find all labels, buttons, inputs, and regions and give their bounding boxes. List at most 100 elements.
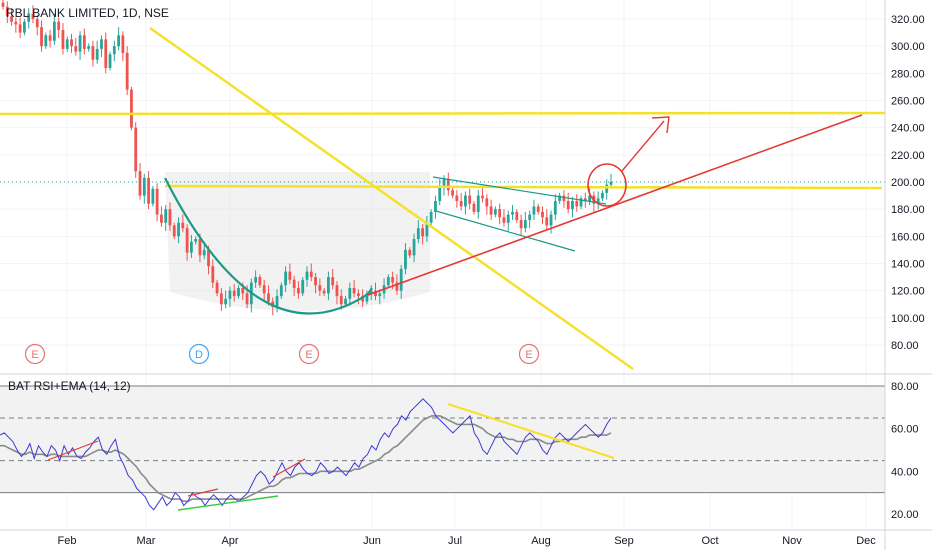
candle-body-132: [566, 201, 570, 210]
candle-body-112: [481, 195, 484, 199]
candle-body-14: [61, 29, 65, 49]
price-tick-label-5: 220.00: [891, 150, 925, 162]
indicator-band-layer: [0, 385, 885, 494]
candle-body-54: [232, 290, 236, 297]
candle-body-19: [82, 35, 86, 49]
candle-body-9: [40, 27, 43, 47]
event-marker-label-3: E: [525, 349, 532, 361]
candle-body-37: [160, 214, 163, 223]
candle-body-119: [511, 211, 514, 215]
candle-body-121: [519, 220, 523, 229]
event-marker-0: [24, 343, 46, 365]
candle-body-106: [455, 195, 459, 202]
indicator-tick-label-0: 80.00: [891, 381, 919, 393]
candle-body-75: [322, 290, 326, 294]
candle-body-102: [438, 187, 442, 202]
candle-body-21: [91, 46, 95, 60]
candle-body-25: [108, 54, 112, 68]
price-tick-label-7: 180.00: [891, 204, 925, 216]
candle-body-49: [211, 266, 215, 283]
cup-curve: [164, 177, 373, 315]
candle-body-22: [95, 48, 99, 60]
price-tick-label-12: 80.00: [891, 340, 919, 352]
candle-body-28: [121, 35, 125, 53]
candle-body-29: [125, 52, 129, 90]
candle-body-130: [558, 195, 562, 202]
event-marker-2: [298, 343, 320, 365]
candle-body-6: [27, 13, 31, 22]
candle-body-83: [356, 293, 360, 297]
candle-body-36: [155, 188, 159, 215]
time-tick-label-8: Nov: [782, 535, 802, 547]
candle-body-94: [404, 249, 407, 269]
candle-body-90: [386, 277, 390, 286]
candle-body-44: [189, 241, 193, 253]
candle-body-69: [297, 287, 300, 294]
candle-body-141: [605, 184, 609, 193]
candle-body-26: [112, 46, 116, 55]
candle-body-109: [468, 195, 472, 204]
flag-upper-line: [432, 176, 607, 205]
candle-body-39: [168, 209, 172, 226]
price-tick-label-11: 100.00: [891, 313, 925, 325]
candle-body-17: [74, 46, 78, 52]
candle-body-115: [493, 209, 497, 215]
candle-body-99: [425, 222, 429, 237]
candle-body-108: [464, 195, 467, 207]
rsi-divergence-red-2: [187, 488, 219, 497]
target-arrow-shaft: [621, 120, 665, 172]
rsi-trendline: [447, 403, 615, 459]
candle-body-113: [485, 198, 489, 207]
candle-body-0: [1, 2, 5, 7]
candle-body-24: [104, 39, 108, 68]
candle-body-104: [446, 179, 450, 191]
candle-body-76: [327, 277, 330, 294]
candle-body-8: [35, 19, 39, 28]
candle-body-47: [202, 249, 206, 256]
candle-body-64: [275, 296, 279, 307]
candle-body-78: [335, 285, 339, 297]
candle-body-85: [365, 293, 369, 302]
indicator-tick-label-2: 40.00: [891, 466, 919, 478]
candle-body-72: [309, 271, 313, 278]
candle-body-101: [434, 201, 437, 212]
neckline: [164, 184, 883, 190]
candle-body-133: [571, 201, 574, 210]
candle-body-2: [10, 16, 13, 22]
candle-body-124: [532, 206, 536, 215]
time-tick-label-9: Dec: [856, 535, 876, 547]
price-tick-label-3: 260.00: [891, 96, 925, 108]
price-tick-label-10: 120.00: [891, 286, 925, 298]
candle-body-27: [117, 35, 121, 47]
candle-body-134: [575, 201, 579, 207]
candle-body-98: [421, 228, 425, 237]
candle-body-30: [130, 89, 133, 128]
candle-body-111: [476, 195, 480, 212]
candle-body-122: [523, 220, 527, 229]
candle-body-3: [14, 21, 18, 25]
candle-body-71: [305, 271, 309, 280]
candle-body-80: [344, 298, 347, 305]
indicator-tick-label-1: 60.00: [891, 424, 919, 436]
candle-body-53: [228, 290, 232, 299]
candle-body-32: [138, 171, 142, 196]
candle-body-7: [31, 13, 35, 19]
candle-body-34: [147, 177, 150, 204]
event-marker-label-2: E: [305, 349, 312, 361]
time-tick-label-6: Sep: [614, 535, 634, 547]
candle-body-100: [429, 211, 433, 223]
candle-body-57: [245, 293, 249, 305]
candle-body-139: [596, 198, 600, 204]
candle-body-65: [279, 285, 283, 297]
candle-body-13: [57, 21, 61, 30]
candle-body-136: [583, 198, 587, 202]
candle-body-46: [198, 239, 202, 256]
candle-body-77: [331, 277, 335, 286]
candle-body-5: [23, 21, 26, 33]
target-arrow-head: [651, 116, 670, 134]
price-tick-label-2: 280.00: [891, 68, 925, 80]
candle-body-15: [65, 39, 69, 49]
candle-body-82: [352, 287, 356, 294]
